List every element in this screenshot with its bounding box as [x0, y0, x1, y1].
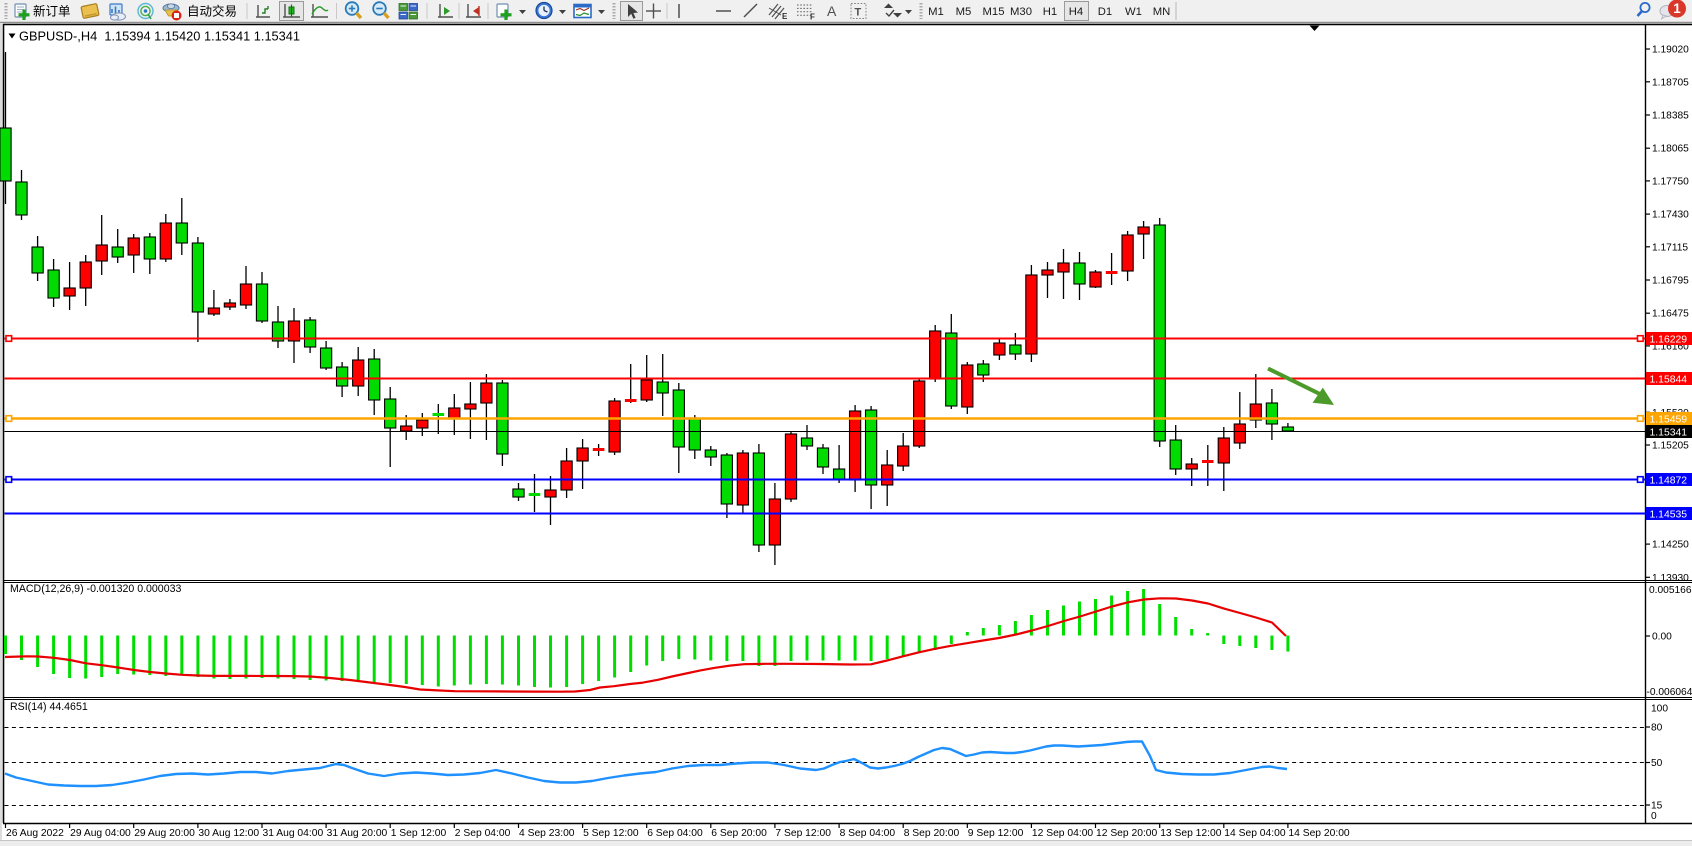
svg-text:50: 50: [1651, 758, 1663, 769]
svg-text:4 Sep 23:00: 4 Sep 23:00: [519, 828, 575, 839]
svg-text:-0.006064: -0.006064: [1647, 687, 1692, 698]
svg-text:F: F: [810, 13, 815, 22]
svg-text:自动交易: 自动交易: [187, 4, 237, 19]
svg-text:1.17115: 1.17115: [1652, 242, 1688, 253]
svg-text:12 Sep 20:00: 12 Sep 20:00: [1096, 828, 1158, 839]
svg-text:6 Sep 04:00: 6 Sep 04:00: [647, 828, 703, 839]
svg-text:T: T: [855, 7, 862, 19]
svg-text:MACD(12,26,9) -0.001320 0.0000: MACD(12,26,9) -0.001320 0.000033: [10, 583, 181, 595]
svg-text:26 Aug 2022: 26 Aug 2022: [6, 828, 64, 839]
svg-text:7 Sep 12:00: 7 Sep 12:00: [775, 828, 831, 839]
svg-text:1.16795: 1.16795: [1652, 276, 1689, 287]
svg-text:6 Sep 20:00: 6 Sep 20:00: [711, 828, 767, 839]
svg-text:1.16160: 1.16160: [1652, 341, 1689, 352]
svg-text:H4: H4: [1069, 6, 1083, 18]
svg-text:E: E: [782, 12, 788, 21]
svg-text:5 Sep 12:00: 5 Sep 12:00: [583, 828, 639, 839]
svg-text:29 Aug 04:00: 29 Aug 04:00: [70, 828, 131, 839]
svg-text:1.14872: 1.14872: [1650, 475, 1688, 486]
svg-text:1.15205: 1.15205: [1652, 441, 1689, 452]
svg-text:9 Sep 12:00: 9 Sep 12:00: [968, 828, 1024, 839]
svg-text:100: 100: [1651, 704, 1668, 715]
svg-text:8 Sep 04:00: 8 Sep 04:00: [840, 828, 896, 839]
svg-text:12 Sep 04:00: 12 Sep 04:00: [1032, 828, 1094, 839]
svg-text:1.16475: 1.16475: [1652, 309, 1689, 320]
svg-text:31 Aug 04:00: 31 Aug 04:00: [263, 828, 324, 839]
svg-text:M1: M1: [928, 6, 944, 18]
svg-text:1.15459: 1.15459: [1650, 414, 1688, 425]
svg-text:14 Sep 20:00: 14 Sep 20:00: [1288, 828, 1350, 839]
svg-text:M30: M30: [1010, 6, 1032, 18]
svg-text:1.16229: 1.16229: [1650, 334, 1688, 345]
svg-text:0.00: 0.00: [1652, 632, 1672, 643]
svg-text:1.14535: 1.14535: [1650, 509, 1688, 520]
svg-text:A: A: [827, 3, 837, 19]
svg-text:1.17750: 1.17750: [1652, 176, 1689, 187]
svg-text:15: 15: [1651, 801, 1663, 812]
svg-text:14 Sep 04:00: 14 Sep 04:00: [1224, 828, 1286, 839]
svg-text:1.19020: 1.19020: [1652, 45, 1689, 56]
svg-text:31 Aug 20:00: 31 Aug 20:00: [327, 828, 388, 839]
svg-text:0.005166: 0.005166: [1649, 585, 1692, 596]
svg-text:1.18065: 1.18065: [1652, 144, 1689, 155]
svg-text:H1: H1: [1043, 6, 1057, 18]
svg-text:1.14250: 1.14250: [1652, 540, 1689, 551]
svg-text:D1: D1: [1098, 6, 1112, 18]
svg-text:GBPUSD-,H4 1.15394 1.15420 1.: GBPUSD-,H4 1.15394 1.15420 1.15341 1.153…: [19, 29, 300, 44]
svg-text:80: 80: [1651, 723, 1663, 734]
svg-text:1.15844: 1.15844: [1650, 374, 1688, 385]
svg-text:M5: M5: [956, 6, 972, 18]
svg-text:W1: W1: [1125, 6, 1142, 18]
svg-text:1.15341: 1.15341: [1650, 427, 1688, 438]
svg-text:29 Aug 20:00: 29 Aug 20:00: [134, 828, 195, 839]
svg-text:1.17430: 1.17430: [1652, 210, 1689, 221]
svg-text:1.18385: 1.18385: [1652, 111, 1689, 122]
svg-text:MN: MN: [1153, 6, 1171, 18]
svg-text:M15: M15: [983, 6, 1005, 18]
svg-text:RSI(14) 44.4651: RSI(14) 44.4651: [10, 701, 88, 713]
svg-text:1: 1: [1673, 1, 1681, 16]
svg-text:30 Aug 12:00: 30 Aug 12:00: [198, 828, 259, 839]
svg-text:新订单: 新订单: [33, 4, 71, 19]
svg-text:8 Sep 20:00: 8 Sep 20:00: [904, 828, 960, 839]
svg-text:1.18705: 1.18705: [1652, 77, 1689, 88]
svg-text:2 Sep 04:00: 2 Sep 04:00: [455, 828, 511, 839]
svg-text:1 Sep 12:00: 1 Sep 12:00: [391, 828, 447, 839]
svg-text:1.13930: 1.13930: [1652, 573, 1689, 584]
svg-text:0: 0: [1651, 811, 1657, 822]
svg-text:13 Sep 12:00: 13 Sep 12:00: [1160, 828, 1222, 839]
